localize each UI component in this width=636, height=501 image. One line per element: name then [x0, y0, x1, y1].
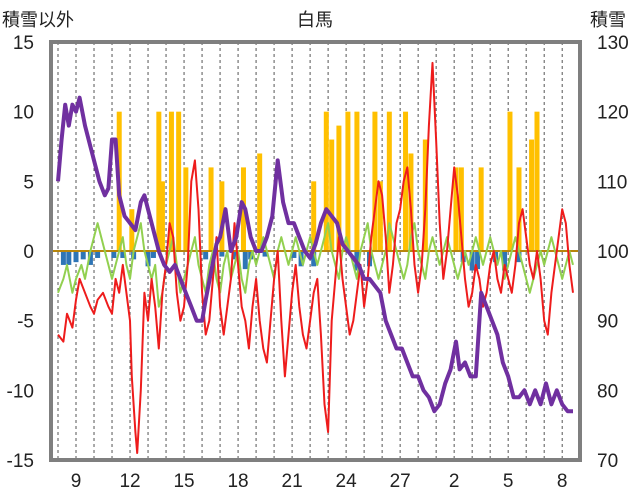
x-tick-label: 21	[282, 471, 303, 492]
series-line-snow_depth	[56, 95, 573, 414]
bar	[323, 111, 329, 252]
bar	[516, 251, 522, 263]
right-tick-label: 80	[597, 381, 618, 402]
bar	[208, 167, 214, 251]
bar	[507, 111, 513, 252]
series-line-temp_red	[57, 61, 574, 454]
bar	[502, 251, 508, 271]
bar	[516, 167, 522, 251]
bar	[168, 111, 174, 252]
bar	[453, 167, 459, 251]
bar	[242, 251, 248, 270]
bar	[159, 181, 165, 251]
bar	[377, 181, 383, 251]
x-tick-label: 24	[336, 471, 358, 492]
bar	[145, 251, 151, 267]
bar	[95, 251, 101, 258]
axes-layer: -15 -10 -5 0 5 10 15 70 80 90 100 110 120 130 9 12 15 18 2…	[7, 33, 629, 492]
chart-title: 白馬	[297, 10, 333, 31]
left-tick-label: -5	[17, 312, 34, 333]
bar	[80, 251, 86, 260]
bar	[529, 139, 535, 251]
x-tick-label: 15	[173, 471, 194, 492]
bar	[183, 167, 189, 251]
bar	[257, 153, 263, 251]
bar	[475, 251, 481, 270]
left-tick-label: -10	[7, 381, 34, 402]
bar	[329, 139, 335, 251]
bar	[386, 111, 392, 252]
left-tick-label: 5	[23, 172, 34, 193]
bar	[311, 181, 317, 251]
plot-frame	[49, 40, 582, 462]
bar	[150, 251, 156, 258]
bar	[372, 111, 378, 252]
lines-layer	[56, 61, 574, 454]
right-tick-label: 70	[597, 451, 618, 472]
x-tick-label: 27	[390, 471, 411, 492]
x-tick-label: 18	[227, 471, 248, 492]
bar	[336, 125, 342, 251]
bar	[219, 251, 225, 257]
bar	[311, 251, 317, 267]
bar	[111, 251, 117, 258]
bar	[231, 251, 237, 260]
left-tick-label: 0	[23, 242, 34, 263]
right-tick-label: 130	[597, 33, 629, 54]
bar	[60, 251, 66, 265]
bar	[345, 111, 351, 252]
bar	[156, 111, 162, 252]
left-tick-label: -15	[7, 451, 34, 472]
x-tick-label: 2	[449, 471, 460, 492]
bar	[203, 251, 209, 260]
right-tick-label: 120	[597, 103, 629, 124]
x-tick-label: 8	[557, 471, 568, 492]
right-tick-label: 100	[597, 242, 629, 263]
bar	[403, 111, 409, 252]
bar	[87, 251, 93, 265]
bar	[458, 167, 464, 251]
bar	[129, 209, 135, 251]
right-axis-label: 積雪	[590, 10, 626, 31]
bar	[291, 251, 297, 258]
x-tick-label: 12	[119, 471, 140, 492]
left-axis-label: 積雪以外	[2, 10, 74, 31]
vertical-gridlines	[57, 42, 563, 460]
bar	[176, 111, 182, 252]
right-tick-label: 90	[597, 312, 618, 333]
bar	[534, 111, 540, 252]
left-tick-label: 15	[13, 33, 34, 54]
bar	[478, 167, 484, 251]
x-tick-label: 5	[503, 471, 514, 492]
left-tick-label: 10	[13, 103, 34, 124]
bar	[262, 251, 268, 257]
bar	[219, 181, 225, 251]
bar	[120, 251, 126, 258]
right-tick-label: 110	[597, 172, 627, 193]
x-tick-label: 9	[71, 471, 82, 492]
bar	[469, 251, 475, 271]
series-line-temp_green	[57, 222, 574, 308]
bar	[73, 251, 79, 263]
bar	[354, 111, 360, 252]
bar	[66, 251, 72, 265]
